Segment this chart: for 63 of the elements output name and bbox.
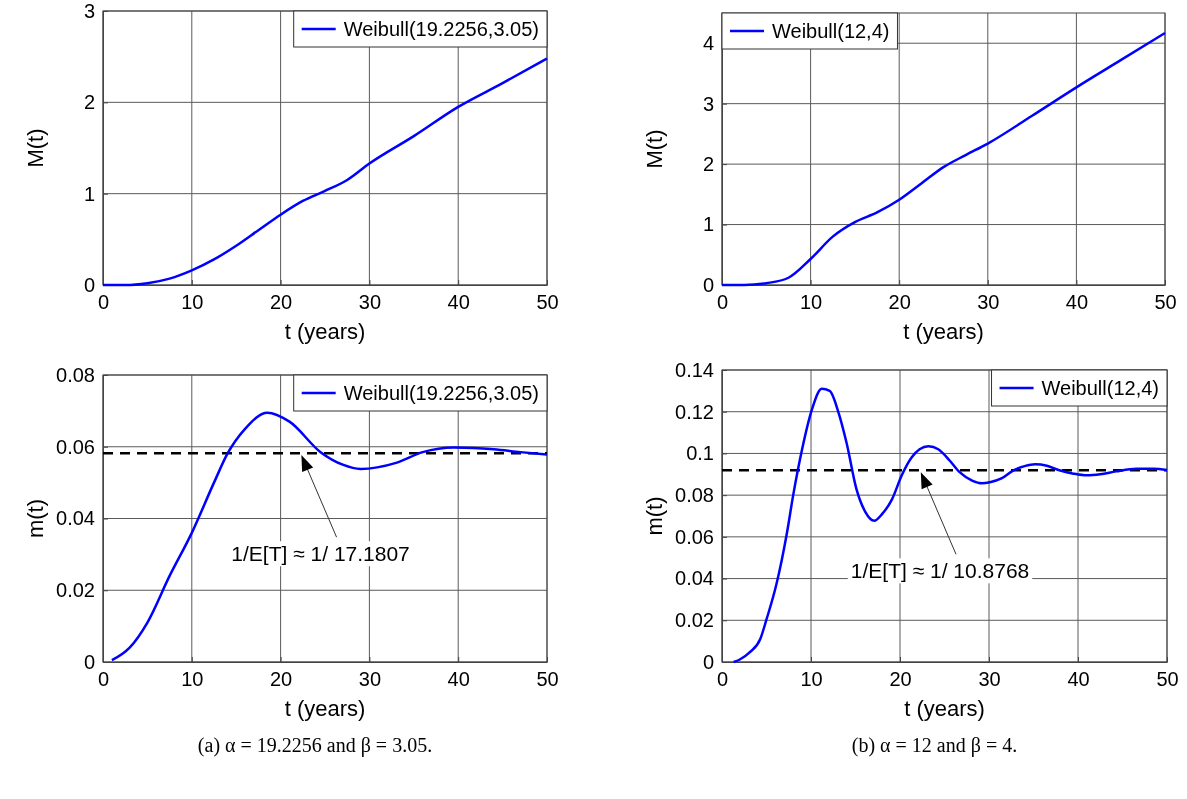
y-tick-label: 0: [83, 273, 95, 296]
y-tick-label: 0: [702, 273, 714, 296]
y-tick-label: 0.1: [686, 442, 714, 465]
y-tick-label: 0.08: [675, 484, 714, 507]
x-axis-title: t (years): [903, 319, 984, 344]
y-tick-label: 2: [702, 153, 714, 176]
y-axis-title: m(t): [23, 498, 48, 539]
x-tick-label: 40: [447, 291, 470, 314]
legend-label: Weibull(19.2256,3.05): [343, 382, 539, 404]
y-tick-label: 0.04: [56, 507, 95, 530]
y-tick-label: 0: [83, 650, 95, 673]
y-tick-label: 0: [702, 650, 714, 673]
y-tick-label: 0.14: [675, 358, 714, 381]
x-axis-title: t (years): [284, 696, 366, 721]
annotation: 1/E[T] ≈ 1/ 17.1807: [231, 542, 410, 566]
y-tick-label: 0.06: [675, 525, 714, 548]
y-axis-title: M(t): [642, 129, 667, 169]
x-tick-label: 10: [181, 291, 204, 314]
x-tick-label: 10: [800, 668, 823, 691]
x-tick-label: 40: [447, 668, 470, 691]
y-tick-label: 0.02: [56, 579, 95, 602]
x-tick-label: 20: [888, 291, 911, 314]
legend-label: Weibull(12,4): [1041, 377, 1159, 399]
y-tick-label: 0.12: [675, 400, 714, 423]
x-tick-label: 0: [97, 291, 110, 314]
x-tick-label: 20: [269, 668, 293, 691]
x-tick-label: 50: [536, 668, 559, 691]
x-tick-label: 0: [716, 291, 729, 314]
y-axis-title: M(t): [23, 128, 48, 168]
text: (b) α = 12 and β = 4.: [851, 734, 1018, 757]
x-tick-label: 30: [977, 291, 1000, 314]
annotation: 1/E[T] ≈ 1/ 10.8768: [850, 559, 1030, 583]
y-tick-label: 4: [702, 32, 714, 55]
x-tick-label: 50: [1154, 291, 1177, 314]
y-tick-label: 0.04: [675, 567, 714, 590]
legend-label: Weibull(19.2256,3.05): [343, 18, 539, 40]
y-tick-label: 0.06: [56, 435, 95, 458]
y-tick-label: 2: [83, 91, 95, 114]
y-tick-label: 3: [702, 92, 714, 115]
x-tick-label: 40: [1065, 291, 1089, 314]
x-tick-label: 50: [536, 291, 559, 314]
y-tick-label: 0.02: [675, 609, 714, 632]
x-axis-title: t (years): [904, 696, 985, 721]
x-tick-label: 30: [358, 291, 382, 314]
x-tick-label: 10: [181, 668, 204, 691]
x-tick-label: 0: [716, 668, 729, 691]
x-axis-title: t (years): [284, 319, 366, 344]
x-tick-label: 30: [358, 668, 382, 691]
x-tick-label: 10: [799, 291, 823, 314]
y-tick-label: 1: [83, 182, 95, 205]
text: (a) α = 19.2256 and β = 3.05.: [197, 734, 433, 757]
x-tick-label: 50: [1156, 668, 1179, 691]
y-axis-title: m(t): [642, 496, 667, 536]
x-tick-label: 40: [1067, 668, 1090, 691]
y-tick-label: 0.08: [56, 363, 95, 386]
y-tick-label: 3: [83, 0, 95, 22]
y-tick-label: 1: [702, 213, 714, 236]
x-tick-label: 30: [978, 668, 1001, 691]
line-series: [110, 411, 549, 662]
x-tick-label: 20: [889, 668, 912, 691]
x-tick-label: 0: [97, 668, 110, 691]
legend-label: Weibull(12,4): [772, 20, 890, 42]
x-tick-label: 20: [269, 291, 293, 314]
